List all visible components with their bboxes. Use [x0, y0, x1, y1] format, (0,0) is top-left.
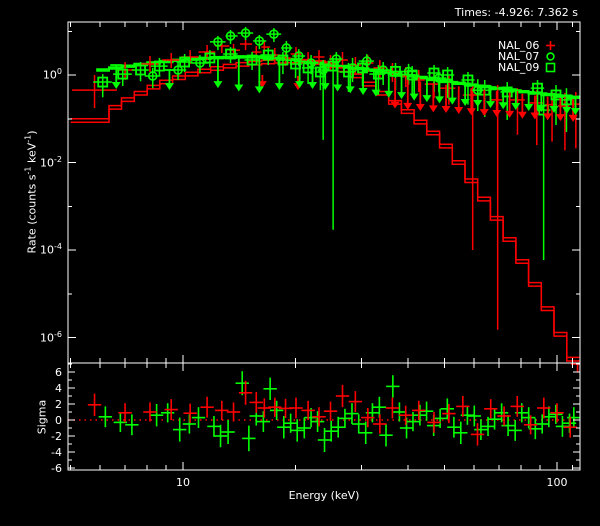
y-tick-label-main: 10-6 — [40, 329, 62, 345]
x-axis-label-energy: Energy (keV) — [288, 489, 360, 502]
axes-frame — [67, 21, 581, 471]
sigma-plot-area — [68, 363, 580, 452]
legend-item-nal09: NAL_09 — [498, 62, 557, 73]
y-tick-label-main: 10-4 — [40, 242, 62, 257]
y-tick-label-sigma: 6 — [55, 366, 62, 379]
nal09-data-series — [93, 47, 574, 261]
legend-item-nal07: NAL_07 — [498, 51, 557, 62]
nal06-upper-limit-arrows — [257, 75, 578, 122]
y-tick-label-main: 100 — [42, 67, 62, 82]
nal09-square-icon — [546, 62, 556, 73]
nal06-plus-icon — [546, 41, 556, 50]
time-range-title: Times: -4.926: 7.362 s — [454, 6, 578, 19]
red-sigma-residuals — [87, 363, 580, 446]
x-tick-label: 100 — [546, 476, 568, 489]
y-tick-label-sigma: 4 — [55, 382, 62, 395]
main-plot-area — [70, 27, 580, 362]
legend-label-nal09: NAL_09 — [498, 61, 540, 74]
legend-label-nal07: NAL_07 — [498, 50, 540, 63]
x-tick-label: 10 — [176, 476, 190, 489]
nal07-circle-icon — [546, 52, 556, 61]
legend: NAL_06 NAL_07 NAL_09 — [498, 40, 557, 73]
y-tick-label-sigma: 0 — [55, 414, 62, 427]
y-tick-label-sigma: -2 — [51, 430, 62, 443]
legend-item-nal06: NAL_06 — [498, 40, 557, 51]
y-tick-label-main: 10-2 — [40, 154, 62, 170]
green-upper-limit-arrows — [110, 55, 580, 115]
y-tick-label-sigma: -6 — [51, 462, 62, 475]
y-tick-label-sigma: -4 — [51, 446, 62, 459]
y-axis-label-rate: Rate (counts s-1 keV-1) — [23, 130, 39, 254]
y-tick-label-sigma: 2 — [55, 398, 62, 411]
legend-label-nal06: NAL_06 — [498, 39, 540, 52]
